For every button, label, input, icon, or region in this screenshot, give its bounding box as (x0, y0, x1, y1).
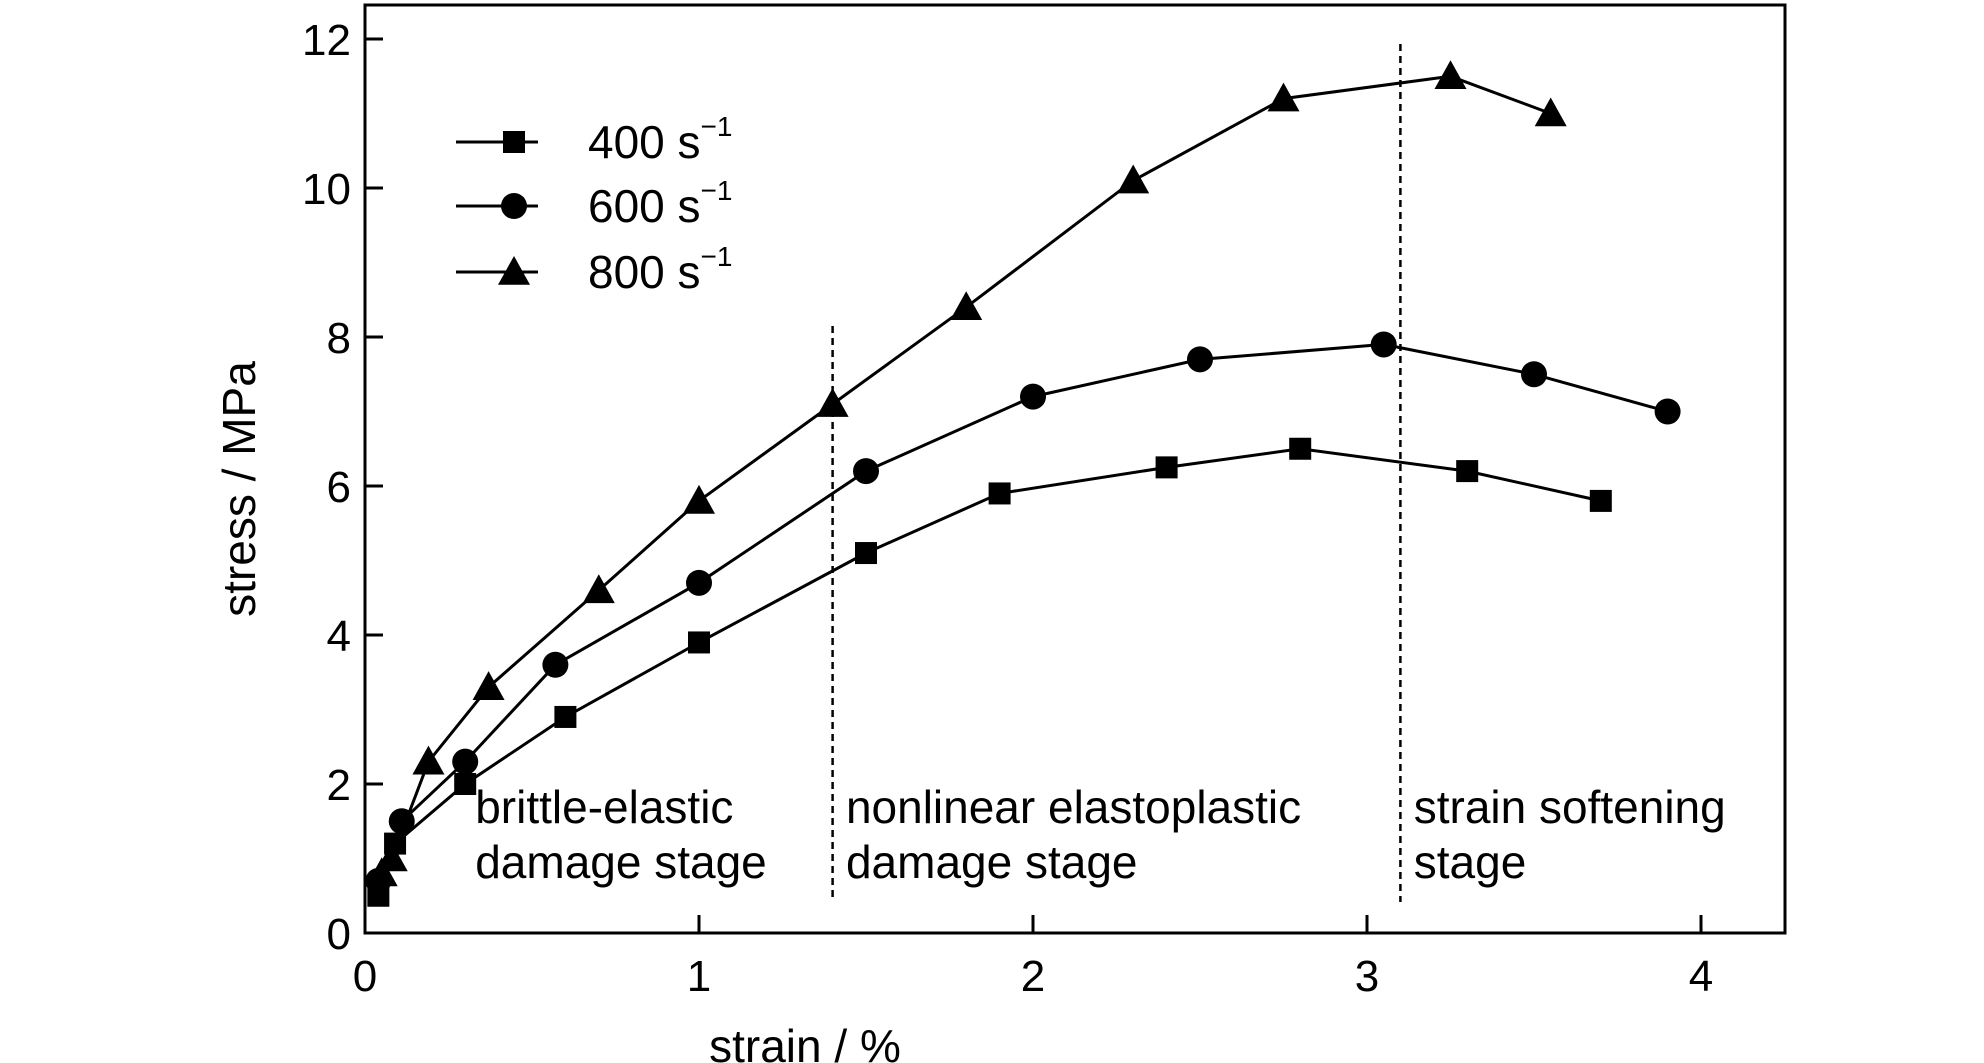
data-point-square (454, 773, 477, 795)
y-axis-label: stress / MPa (213, 361, 265, 617)
y-tick-label: 10 (302, 165, 351, 214)
y-axis-ticks: 0 2 4 6 8 10 12 (302, 16, 383, 959)
series-triangle (365, 60, 1567, 887)
legend-label-superscript: −1 (701, 111, 733, 142)
y-tick-label: 12 (302, 16, 351, 65)
data-point-circle (853, 458, 879, 485)
data-point-circle (1187, 346, 1213, 373)
stage-label-line: brittle-elastic (475, 781, 733, 833)
data-point-circle (686, 569, 712, 596)
data-point-triangle (375, 842, 408, 872)
x-axis-label: strain / % (709, 1020, 901, 1063)
plot-border (363, 3, 1787, 935)
data-point-triangle (683, 484, 715, 514)
data-point-square (988, 482, 1011, 505)
data-point-triangle (1117, 164, 1150, 194)
data-point-circle (542, 651, 569, 678)
data-point-triangle (582, 574, 615, 604)
stage-label-line: nonlinear elastoplastic (846, 781, 1301, 833)
legend-entry: 400 s−1 (456, 111, 732, 168)
legend-label-superscript: −1 (701, 241, 733, 272)
legend-label-text: 800 s (588, 246, 701, 298)
y-tick-label: 8 (327, 314, 351, 363)
plot-frame (363, 3, 1787, 935)
stage-label: strain softening stage (1414, 781, 1726, 888)
data-point-circle (1020, 383, 1046, 410)
x-axis-ticks: 0 1 2 3 4 (353, 915, 1713, 1001)
x-tick-label: 1 (687, 952, 711, 1001)
data-point-triangle (472, 671, 505, 700)
data-point-circle (452, 748, 479, 775)
stage-label-line: damage stage (846, 836, 1138, 888)
data-point-triangle (816, 388, 849, 417)
data-point-circle (1521, 361, 1547, 388)
data-point-square (1289, 437, 1312, 460)
data-point-triangle (1267, 82, 1300, 112)
data-point-square (554, 705, 577, 728)
legend-label-text: 600 s (588, 180, 701, 232)
y-tick-label: 6 (327, 463, 351, 512)
legend-label-superscript: −1 (701, 175, 733, 206)
series-line (380, 74, 1552, 875)
legend-marker-circle (501, 193, 527, 219)
legend-label: 400 s−1 (588, 111, 732, 168)
data-point-triangle (950, 291, 983, 320)
x-tick-label: 3 (1355, 952, 1379, 1001)
legend-marker-triangle (498, 256, 530, 285)
stage-divider-lines (831, 44, 1402, 902)
data-point-circle (1654, 398, 1681, 425)
data-point-triangle (365, 857, 398, 887)
y-tick-label: 2 (327, 761, 351, 810)
data-point-square (1155, 456, 1178, 479)
data-point-circle (1370, 331, 1397, 358)
stage-label-line: strain softening (1414, 781, 1726, 833)
data-point-triangle (412, 745, 445, 775)
stage-label-line: stage (1414, 836, 1527, 888)
stage-label: brittle-elastic damage stage (475, 781, 767, 888)
data-point-square (1456, 460, 1479, 483)
data-point-triangle (1534, 97, 1567, 127)
data-point-square (855, 542, 877, 565)
legend-label: 600 s−1 (588, 175, 732, 232)
series-square (367, 437, 1612, 907)
y-tick-label: 4 (327, 612, 351, 661)
x-tick-label: 2 (1021, 952, 1045, 1001)
legend-entry: 800 s−1 (456, 241, 732, 298)
data-point-square (688, 631, 710, 654)
y-tick-label: 0 (327, 910, 351, 959)
data-point-square (1589, 489, 1612, 512)
legend-label: 800 s−1 (588, 241, 732, 298)
legend-marker-square (503, 131, 525, 153)
x-tick-label: 0 (353, 952, 377, 1001)
stage-label-line: damage stage (475, 836, 767, 888)
legend-label-text: 400 s (588, 116, 701, 168)
data-point-triangle (1434, 60, 1467, 90)
x-tick-label: 4 (1689, 952, 1713, 1001)
stage-label: nonlinear elastoplastic damage stage (846, 781, 1301, 888)
series-layer (365, 60, 1681, 907)
series-circle (365, 331, 1681, 894)
legend-entry: 600 s−1 (456, 175, 732, 232)
